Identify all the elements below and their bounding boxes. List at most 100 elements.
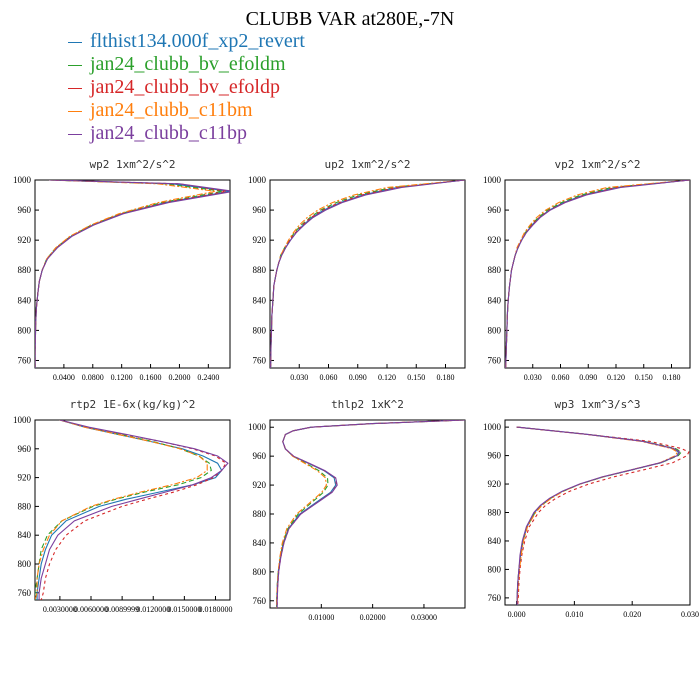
x-tick-label: 0.010 bbox=[565, 610, 583, 619]
x-tick-label: 0.02000 bbox=[360, 613, 386, 622]
y-tick-label: 1000 bbox=[248, 175, 267, 185]
x-tick-label: 0.120 bbox=[607, 373, 625, 382]
x-tick-label: 0.2000 bbox=[168, 373, 190, 382]
y-tick-label: 880 bbox=[18, 501, 32, 511]
legend-item: jan24_clubb_bv_efoldp bbox=[68, 76, 305, 99]
x-tick-label: 0.090 bbox=[579, 373, 597, 382]
x-tick-label: 0.090 bbox=[349, 373, 367, 382]
x-tick-label: 0.0060000 bbox=[74, 605, 108, 614]
series-line bbox=[35, 180, 230, 368]
series-line bbox=[276, 420, 465, 608]
x-tick-label: 0.180 bbox=[437, 373, 455, 382]
legend-item: jan24_clubb_bv_efoldm bbox=[68, 53, 305, 76]
series-line bbox=[35, 180, 223, 368]
plot-frame bbox=[34, 179, 231, 369]
x-tick-label: 0.0800 bbox=[82, 373, 104, 382]
x-tick-label: 0.150 bbox=[407, 373, 425, 382]
x-tick-label: 0.0089999 bbox=[105, 605, 139, 614]
series-line bbox=[38, 420, 229, 600]
x-tick-label: 0.150 bbox=[635, 373, 653, 382]
x-tick-label: 0.180 bbox=[663, 373, 681, 382]
y-tick-label: 800 bbox=[18, 559, 32, 569]
legend-item: flthist134.000f_xp2_revert bbox=[68, 30, 305, 53]
legend: flthist134.000f_xp2_revert jan24_clubb_b… bbox=[68, 30, 305, 145]
series-line bbox=[270, 180, 465, 368]
panel-title: vp2 1xm^2/s^2 bbox=[554, 158, 640, 171]
series-line bbox=[35, 420, 208, 600]
x-tick-label: 0.020 bbox=[623, 610, 641, 619]
profile-panel: wp2 1xm^2/s^2 760 800 840 880 920 960 1000 0.040… bbox=[13, 158, 231, 382]
plot-frame bbox=[34, 419, 231, 601]
x-tick-label: 0.0150000 bbox=[167, 605, 201, 614]
y-tick-label: 840 bbox=[18, 295, 32, 305]
x-tick-label: 0.0400 bbox=[53, 373, 75, 382]
x-tick-label: 0.120 bbox=[378, 373, 396, 382]
y-tick-label: 880 bbox=[488, 265, 502, 275]
series-line bbox=[276, 420, 465, 608]
panel-title: rtp2 1E-6x(kg/kg)^2 bbox=[70, 398, 196, 411]
y-tick-label: 760 bbox=[488, 593, 502, 603]
series-line bbox=[505, 180, 690, 368]
x-tick-label: 0.060 bbox=[320, 373, 338, 382]
y-tick-label: 760 bbox=[488, 355, 502, 365]
profile-panel: thlp2 1xK^2 760 800 840 880 920 960 1000 0.01000… bbox=[248, 398, 466, 622]
y-tick-label: 920 bbox=[253, 235, 267, 245]
legend-line-swatch bbox=[68, 110, 82, 112]
series-line bbox=[35, 180, 227, 368]
legend-label: jan24_clubb_c11bm bbox=[90, 99, 253, 121]
y-tick-label: 960 bbox=[488, 205, 502, 215]
series-line bbox=[516, 426, 690, 605]
y-tick-label: 1000 bbox=[13, 175, 32, 185]
panel-title: wp3 1xm^3/s^3 bbox=[554, 398, 640, 411]
y-tick-label: 880 bbox=[253, 265, 267, 275]
legend-item: jan24_clubb_c11bm bbox=[68, 99, 305, 122]
y-tick-label: 1000 bbox=[483, 175, 502, 185]
y-tick-label: 840 bbox=[253, 295, 267, 305]
panel-title: wp2 1xm^2/s^2 bbox=[89, 158, 175, 171]
legend-line-swatch bbox=[68, 41, 82, 43]
y-tick-label: 800 bbox=[488, 564, 502, 574]
series-line bbox=[516, 426, 679, 605]
x-tick-label: 0.0030000 bbox=[43, 605, 77, 614]
y-tick-label: 960 bbox=[253, 205, 267, 215]
legend-label: jan24_clubb_bv_efoldm bbox=[90, 53, 286, 75]
x-tick-label: 0.0180000 bbox=[198, 605, 232, 614]
legend-line-swatch bbox=[68, 87, 82, 89]
x-tick-label: 0.01000 bbox=[308, 613, 334, 622]
series-line bbox=[270, 180, 465, 368]
series-line bbox=[40, 420, 227, 600]
legend-label: jan24_clubb_bv_efoldp bbox=[90, 76, 280, 98]
y-tick-label: 920 bbox=[488, 235, 502, 245]
x-tick-label: 0.000 bbox=[508, 610, 526, 619]
legend-line-swatch bbox=[68, 64, 82, 66]
y-tick-label: 960 bbox=[18, 205, 32, 215]
panel-title: thlp2 1xK^2 bbox=[331, 398, 404, 411]
series-line bbox=[276, 420, 465, 608]
series-line bbox=[516, 426, 680, 605]
x-tick-label: 0.1600 bbox=[140, 373, 162, 382]
y-tick-label: 1000 bbox=[248, 422, 267, 432]
series-line bbox=[35, 180, 216, 368]
profile-panel: wp3 1xm^3/s^3 760 800 840 880 920 960 1000 0.000… bbox=[483, 398, 699, 619]
profile-panel: rtp2 1E-6x(kg/kg)^2 760 800 840 880 920 960 100… bbox=[13, 398, 232, 614]
y-tick-label: 960 bbox=[253, 451, 267, 461]
y-tick-label: 840 bbox=[488, 536, 502, 546]
series-line bbox=[276, 420, 465, 608]
x-tick-label: 0.03000 bbox=[411, 613, 437, 622]
x-tick-label: 0.0120000 bbox=[136, 605, 170, 614]
panel-title: up2 1xm^2/s^2 bbox=[324, 158, 410, 171]
legend-label: flthist134.000f_xp2_revert bbox=[90, 30, 305, 52]
y-tick-label: 1000 bbox=[13, 415, 32, 425]
y-tick-label: 880 bbox=[18, 265, 32, 275]
series-line bbox=[276, 420, 465, 608]
legend-line-swatch bbox=[68, 133, 82, 135]
y-tick-label: 960 bbox=[488, 451, 502, 461]
x-tick-label: 0.030 bbox=[290, 373, 308, 382]
plot-frame bbox=[504, 179, 691, 369]
x-tick-label: 0.060 bbox=[552, 373, 570, 382]
y-tick-label: 760 bbox=[18, 355, 32, 365]
profile-panel: up2 1xm^2/s^2 760 800 840 880 920 960 1000 0.030… bbox=[248, 158, 466, 382]
plot-frame bbox=[504, 419, 691, 606]
y-tick-label: 800 bbox=[18, 325, 32, 335]
y-tick-label: 760 bbox=[18, 588, 32, 598]
